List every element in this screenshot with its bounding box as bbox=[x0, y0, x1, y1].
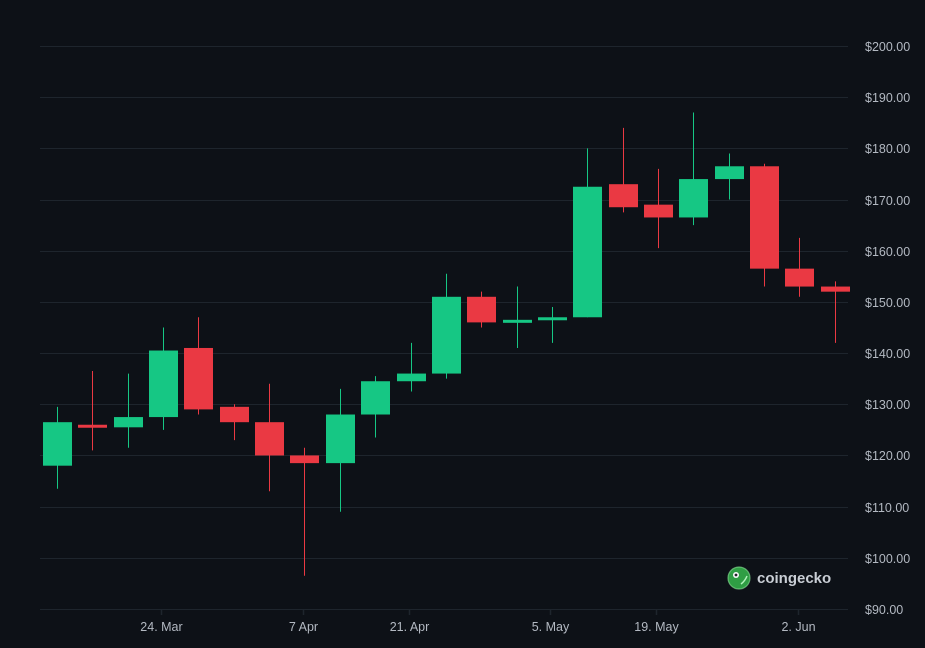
candle-body-up[interactable] bbox=[679, 179, 708, 218]
y-tick-label: $140.00 bbox=[865, 347, 910, 361]
x-tick-label: 7 Apr bbox=[289, 620, 318, 634]
x-tick-label: 5. May bbox=[532, 620, 570, 634]
x-tick-label: 2. Jun bbox=[781, 620, 815, 634]
candle-body-down[interactable] bbox=[785, 268, 814, 287]
candle-body-up[interactable] bbox=[503, 319, 532, 323]
candle-body-up[interactable] bbox=[432, 296, 461, 374]
y-tick-label: $150.00 bbox=[865, 296, 910, 310]
candle-body-down[interactable] bbox=[467, 296, 496, 323]
candle-body-up[interactable] bbox=[397, 373, 426, 382]
candle-body-down[interactable] bbox=[78, 424, 107, 428]
y-tick-label: $120.00 bbox=[865, 449, 910, 463]
gecko-logo-icon bbox=[727, 566, 751, 590]
candle-body-down[interactable] bbox=[609, 184, 638, 208]
candle-body-down[interactable] bbox=[290, 455, 319, 464]
candle-body-down[interactable] bbox=[821, 286, 850, 292]
y-tick-label: $190.00 bbox=[865, 91, 910, 105]
watermark-text: coingecko bbox=[757, 570, 831, 587]
x-tick-label: 21. Apr bbox=[390, 620, 430, 634]
y-tick-label: $170.00 bbox=[865, 194, 910, 208]
y-tick-label: $160.00 bbox=[865, 245, 910, 259]
y-tick-label: $130.00 bbox=[865, 398, 910, 412]
candle-body-up[interactable] bbox=[538, 317, 567, 321]
candle-body-up[interactable] bbox=[114, 417, 143, 428]
candle-body-up[interactable] bbox=[149, 350, 178, 418]
candle-body-up[interactable] bbox=[715, 166, 744, 180]
y-tick-label: $100.00 bbox=[865, 552, 910, 566]
candle-body-down[interactable] bbox=[644, 204, 673, 218]
coingecko-watermark: coingecko bbox=[727, 566, 831, 590]
candle-body-down[interactable] bbox=[750, 166, 779, 269]
y-axis-ticks: $200.00 $190.00 $180.00 $170.00 $160.00 $150.… bbox=[865, 40, 910, 617]
candle-bodies bbox=[43, 166, 850, 466]
y-tick-label: $90.00 bbox=[865, 603, 903, 617]
y-tick-label: $180.00 bbox=[865, 142, 910, 156]
x-tick-label: 19. May bbox=[634, 620, 679, 634]
candle-body-down[interactable] bbox=[255, 422, 284, 456]
y-tick-label: $200.00 bbox=[865, 40, 910, 54]
x-axis-ticks: 24. Mar 7 Apr 21. Apr 5. May 19. May 2. Jun bbox=[140, 609, 816, 634]
candle-body-down[interactable] bbox=[220, 406, 249, 423]
candle-body-up[interactable] bbox=[361, 381, 390, 415]
x-tick-label: 24. Mar bbox=[140, 620, 182, 634]
candle-body-down[interactable] bbox=[184, 347, 213, 410]
candle-body-up[interactable] bbox=[573, 186, 602, 318]
candle-body-up[interactable] bbox=[326, 414, 355, 464]
y-tick-label: $110.00 bbox=[865, 501, 909, 515]
candle-body-up[interactable] bbox=[43, 422, 72, 466]
